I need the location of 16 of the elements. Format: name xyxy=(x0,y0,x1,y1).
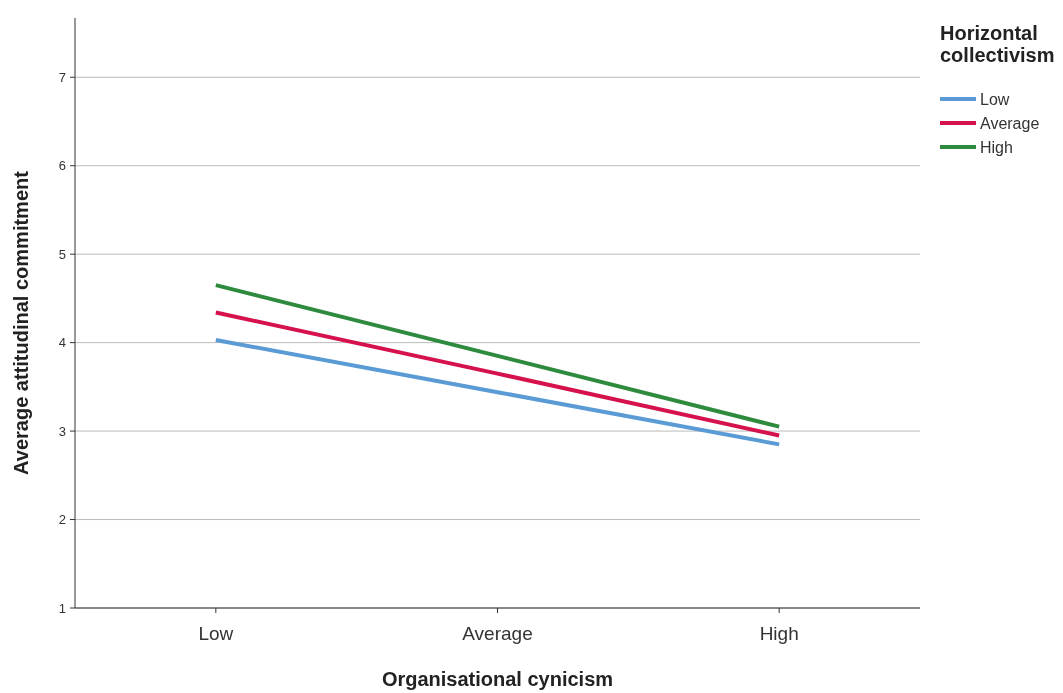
legend-title: Horizontal collectivism xyxy=(940,22,1055,66)
x-axis-title: Organisational cynicism xyxy=(381,668,614,690)
legend-label: Low xyxy=(980,90,1010,108)
legend-label: High xyxy=(980,138,1013,156)
y-tick-label: 7 xyxy=(58,69,66,85)
y-tick-label: 5 xyxy=(58,246,66,262)
y-tick-label: 3 xyxy=(58,423,66,439)
y-tick-label: 4 xyxy=(58,335,66,351)
y-tick-label: 6 xyxy=(58,158,66,174)
legend-label: Average xyxy=(980,114,1040,132)
x-tick-label: High xyxy=(759,623,799,644)
x-tick-label: Low xyxy=(198,623,234,644)
y-tick-label: 1 xyxy=(58,600,66,616)
y-axis-title: Average attitudinal commitment xyxy=(10,170,32,475)
x-tick-label: Average xyxy=(462,623,533,644)
y-tick-label: 2 xyxy=(58,512,66,528)
